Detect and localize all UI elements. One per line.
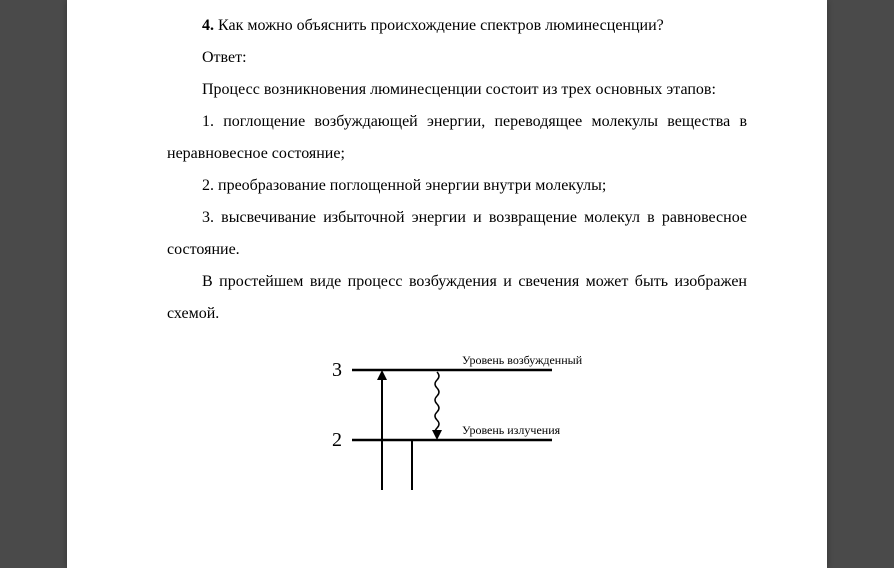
level-2-label: Уровень излучения (462, 423, 561, 437)
question-text: Как можно объяснить происхождение спектр… (218, 17, 664, 34)
intro-paragraph: Процесс возникновения люминесценции сост… (167, 74, 747, 106)
question-number: 4. (202, 17, 214, 34)
wavy-arrow-icon (435, 372, 439, 438)
arrow-up-head-icon (377, 370, 387, 380)
diagram-svg: 3 Уровень возбужденный 2 Уровень излучен… (307, 350, 607, 490)
level-3-number: 3 (332, 359, 342, 381)
list-item-3: 3. высвечивание избыточной энергии и воз… (167, 202, 747, 266)
energy-diagram: 3 Уровень возбужденный 2 Уровень излучен… (167, 350, 747, 490)
level-2-number: 2 (332, 429, 342, 451)
list-item-2: 2. преобразование поглощенной энергии вн… (167, 170, 747, 202)
answer-label: Ответ: (167, 42, 747, 74)
list-item-1: 1. поглощение возбуждающей энергии, пере… (167, 106, 747, 170)
wavy-arrow-head-icon (432, 430, 442, 440)
level-3-label: Уровень возбужденный (462, 353, 583, 367)
outro-paragraph: В простейшем виде процесс возбуждения и … (167, 266, 747, 330)
document-page: 4. Как можно объяснить происхождение спе… (67, 0, 827, 568)
question-line: 4. Как можно объяснить происхождение спе… (167, 10, 747, 42)
